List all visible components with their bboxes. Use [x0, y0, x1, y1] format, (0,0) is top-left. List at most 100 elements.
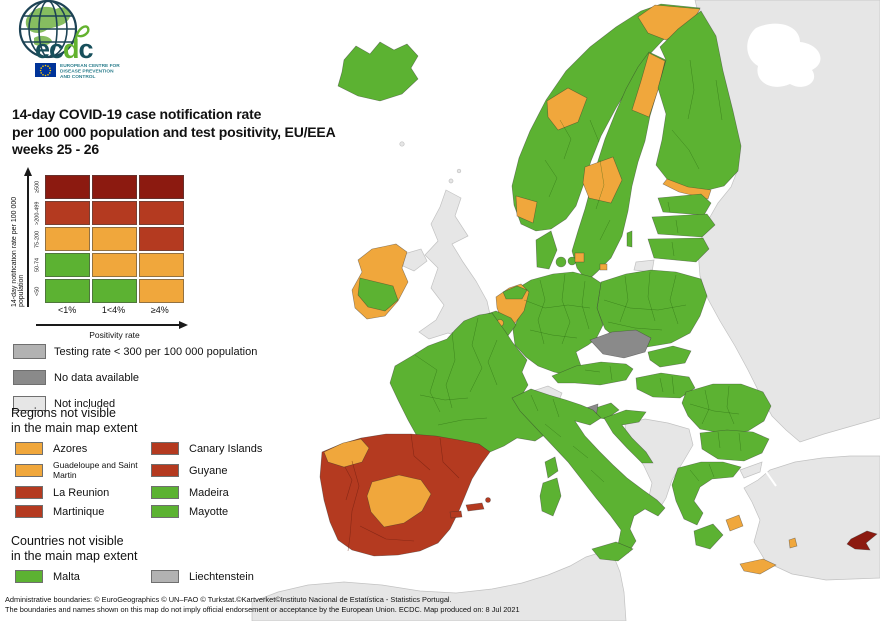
regions-section-heading: Regions not visible in the main map exte… — [11, 406, 137, 436]
matrix-y-axis-label-text: 14-day notification rate per 100 000 pop… — [11, 196, 25, 307]
matrix-x-axis-line — [36, 324, 180, 326]
region-item-swatch — [151, 486, 179, 499]
region-item-swatch — [151, 442, 179, 455]
svg-text:AND CONTROL: AND CONTROL — [60, 74, 96, 80]
matrix-cell-r1c2 — [139, 201, 184, 225]
region-item-label: Guyane — [189, 464, 228, 477]
leaf-sprout-icon — [74, 25, 90, 40]
map-region-sardinia — [539, 477, 562, 517]
matrix-y-axis-arrowhead — [23, 167, 32, 176]
footer-line-1: Administrative boundaries: © EuroGeograp… — [5, 595, 452, 604]
map-region-rhodes — [788, 537, 798, 549]
map-footer: Administrative boundaries: © EuroGeograp… — [5, 595, 520, 615]
region-item-swatch — [15, 464, 43, 477]
map-region-bornholm — [599, 263, 608, 271]
map-region-cyprus — [846, 530, 878, 551]
status-legend-row: No data available — [13, 370, 257, 385]
white-sea — [747, 23, 821, 87]
status-legend-row: Testing rate < 300 per 100 000 populatio… — [13, 344, 257, 359]
title-line-2: per 100 000 population and test positivi… — [12, 123, 336, 140]
countries-heading-line-1: Countries not visible — [11, 534, 124, 548]
regions-heading-line-2: in the main map extent — [11, 421, 138, 435]
iberia-internal-borders — [344, 433, 460, 552]
countries-legend-grid: Malta Liechtenstein — [15, 570, 295, 583]
map-region-ireland-south — [357, 277, 399, 312]
map-region-peloponnese — [693, 523, 724, 550]
matrix-col-label: 1<4% — [101, 305, 126, 315]
matrix-y-axis-line — [27, 176, 29, 307]
gray-landmass-group — [251, 0, 880, 621]
eu-flag-icon — [35, 63, 56, 77]
map-region-austria — [551, 361, 634, 386]
globe-icon — [20, 1, 76, 57]
matrix-cell-r3c1 — [92, 253, 137, 277]
map-region-netherlands-north — [502, 285, 528, 300]
ecdc-wordmark: ecdc — [35, 34, 94, 64]
matrix-x-axis-arrowhead — [179, 320, 188, 329]
country-item-label: Liechtenstein — [189, 570, 254, 583]
matrix-cell-r2c2 — [139, 227, 184, 251]
map-region-united-kingdom — [418, 189, 492, 340]
map-region-finland — [655, 10, 742, 192]
status-legend-row: Not included — [13, 396, 257, 411]
matrix-row-label: ≥500 — [34, 180, 41, 194]
matrix-cell-r4c2 — [139, 279, 184, 303]
org-name: EUROPEAN CENTRE FOR DISEASE PREVENTION A… — [60, 63, 120, 80]
map-region-poland — [596, 269, 708, 348]
svg-text:EUROPEAN CENTRE FOR: EUROPEAN CENTRE FOR — [60, 63, 120, 69]
country-item-swatch — [151, 570, 179, 583]
matrix-cell-r3c0 — [45, 253, 90, 277]
map-region-croatia — [603, 409, 654, 464]
matrix-col-labels: <1% 1<4% ≥4% — [45, 305, 184, 315]
region-item-swatch — [151, 464, 179, 477]
matrix-cell-r0c1 — [92, 175, 137, 199]
map-region-turkey-european — [739, 461, 763, 479]
map-region-romania — [681, 383, 772, 434]
map-region-norway-mid — [546, 87, 588, 131]
matrix-row-label: 75-200 — [34, 230, 41, 248]
map-region-sweden-north — [631, 52, 666, 118]
title-line-1: 14-day COVID-19 case notification rate — [12, 106, 262, 122]
map-region-greece — [671, 461, 742, 526]
map-region-sicily — [591, 541, 634, 562]
matrix-cell-r0c2 — [139, 175, 184, 199]
bosporus-strait — [761, 465, 777, 487]
country-item-label: Malta — [53, 570, 80, 583]
status-legend-label: Not included — [54, 397, 116, 410]
region-item-swatch — [15, 442, 43, 455]
region-item-label: Canary Islands — [189, 442, 263, 455]
countries-heading-line-2: in the main map extent — [11, 549, 138, 563]
page-title: 14-day COVID-19 case notification rate p… — [12, 106, 336, 159]
map-region-estonia — [657, 193, 712, 216]
matrix-grid — [45, 175, 184, 303]
svg-text:DISEASE PREVENTION: DISEASE PREVENTION — [60, 69, 114, 75]
matrix-cell-r3c2 — [139, 253, 184, 277]
map-region-copenhagen — [574, 252, 585, 263]
map-region-italy — [511, 388, 666, 554]
colored-country-group — [319, 3, 878, 575]
countries-section-heading: Countries not visible in the main map ex… — [11, 534, 137, 564]
map-region-lithuania — [647, 237, 710, 263]
regions-legend-grid: Azores Canary Islands Guadeloupe and Saint… — [15, 442, 295, 518]
region-item-label: Martinique — [53, 505, 105, 518]
matrix-y-axis-label: 14-day notification rate per 100 000 pop… — [11, 173, 25, 307]
map-region-galicia — [323, 438, 370, 468]
matrix-cell-r2c0 — [45, 227, 90, 251]
status-legend-swatch — [13, 370, 46, 385]
matrix-cell-r2c1 — [92, 227, 137, 251]
region-item-swatch — [15, 486, 43, 499]
map-region-north-africa — [251, 551, 627, 621]
region-item-label: Madeira — [189, 486, 229, 499]
matrix-x-axis-label: Positivity rate — [89, 330, 140, 340]
regions-heading-line-1: Regions not visible — [11, 406, 116, 420]
matrix-cell-r4c0 — [45, 279, 90, 303]
region-item-label: La Reunion — [53, 486, 110, 499]
matrix-cell-r1c1 — [92, 201, 137, 225]
map-region-sweden-mid — [582, 156, 623, 204]
map-region-balearics — [449, 497, 491, 519]
map-region-latvia — [651, 213, 716, 238]
region-item-label: Azores — [53, 442, 88, 455]
map-region-norway-south — [515, 195, 538, 224]
